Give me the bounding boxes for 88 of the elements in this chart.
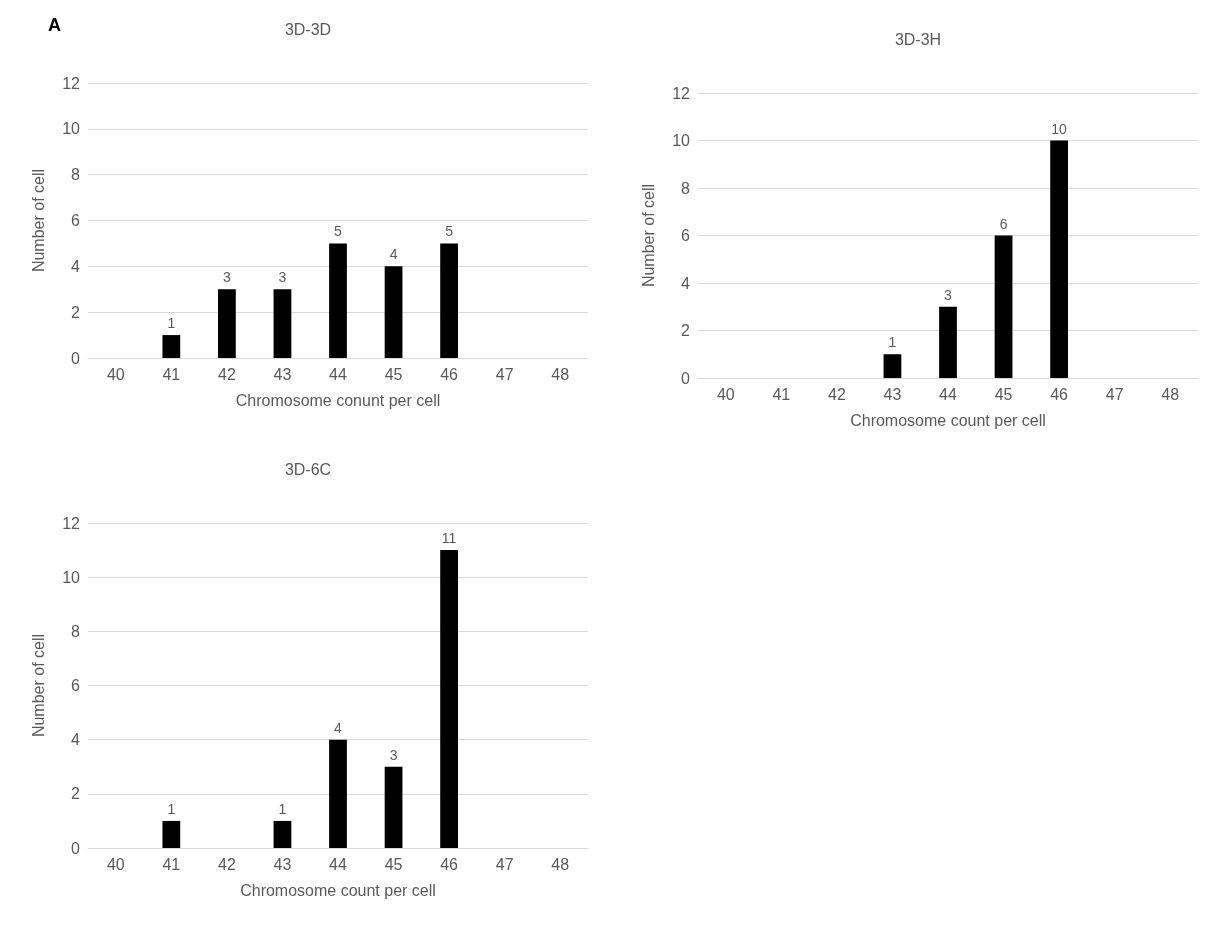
- x-tick-label: 42: [217, 855, 236, 873]
- y-tick-label: 2: [681, 322, 691, 339]
- y-tick-label: 0: [71, 839, 81, 857]
- x-tick-label: 46: [1050, 385, 1069, 403]
- x-tick-label: 42: [217, 365, 236, 383]
- data-label: 10: [1051, 120, 1068, 137]
- x-tick-label: 46: [440, 855, 459, 873]
- data-label: 5: [445, 223, 454, 240]
- bar: [329, 739, 347, 848]
- x-tick-label: 40: [106, 855, 125, 873]
- x-tick-label: 43: [273, 365, 292, 383]
- y-axis-title: Number of cell: [29, 633, 47, 738]
- data-label: 6: [999, 215, 1008, 232]
- data-label: 3: [278, 269, 287, 286]
- y-tick-label: 12: [62, 514, 81, 532]
- data-label: 1: [888, 334, 897, 351]
- chart-title: 3D-3D: [284, 20, 332, 38]
- data-label: 4: [334, 719, 343, 736]
- data-label: 5: [334, 223, 343, 240]
- x-tick-label: 45: [384, 365, 403, 383]
- y-tick-label: 10: [62, 568, 81, 586]
- x-tick-label: 43: [273, 855, 292, 873]
- data-label: 1: [167, 800, 176, 817]
- x-tick-label: 48: [551, 855, 570, 873]
- bar: [384, 766, 403, 848]
- x-axis-title: Chromosome conunt per cell: [235, 391, 441, 409]
- x-tick-label: 44: [329, 855, 347, 873]
- bar: [162, 335, 181, 358]
- x-tick-label: 45: [384, 855, 403, 873]
- y-tick-label: 8: [681, 179, 691, 197]
- y-tick-label: 6: [71, 212, 81, 229]
- bar: [440, 243, 458, 358]
- x-tick-label: 40: [716, 385, 735, 403]
- y-tick-label: 6: [71, 677, 81, 694]
- y-tick-label: 8: [71, 166, 81, 184]
- x-axis-title: Chromosome count per cell: [240, 881, 436, 899]
- x-tick-label: 45: [994, 385, 1013, 403]
- x-tick-label: 44: [329, 365, 347, 383]
- data-label: 3: [944, 286, 953, 303]
- x-tick-label: 47: [495, 855, 514, 873]
- y-tick-label: 12: [672, 84, 691, 102]
- chart-title: 3D-6C: [284, 460, 332, 478]
- y-tick-label: 0: [681, 369, 691, 387]
- x-tick-label: 48: [1161, 385, 1180, 403]
- bar: [273, 289, 292, 358]
- bar: [384, 266, 403, 358]
- y-tick-label: 4: [71, 257, 81, 275]
- bar: [440, 550, 458, 848]
- bar: [162, 820, 181, 848]
- data-label: 1: [167, 315, 176, 332]
- y-axis-title: Number of cell: [639, 183, 657, 288]
- x-tick-label: 47: [1105, 385, 1124, 403]
- x-tick-label: 41: [162, 855, 181, 873]
- y-tick-label: 12: [62, 74, 81, 92]
- x-tick-label: 48: [551, 365, 570, 383]
- data-label: 3: [389, 746, 398, 763]
- data-label: 4: [389, 246, 398, 263]
- y-tick-label: 6: [681, 227, 691, 244]
- data-label: 1: [278, 800, 287, 817]
- data-label: 3: [222, 269, 231, 286]
- y-tick-label: 8: [71, 622, 81, 640]
- x-tick-label: 41: [162, 365, 181, 383]
- y-tick-label: 10: [672, 132, 691, 149]
- x-tick-label: 46: [440, 365, 459, 383]
- y-tick-label: 4: [71, 731, 81, 749]
- bar: [1050, 140, 1068, 378]
- bar: [329, 243, 347, 358]
- y-tick-label: 10: [62, 120, 81, 138]
- x-tick-label: 44: [939, 385, 957, 403]
- bar: [273, 820, 292, 848]
- bar: [883, 354, 902, 378]
- bar: [218, 289, 236, 358]
- y-axis-title: Number of cell: [29, 168, 47, 273]
- x-axis-title: Chromosome count per cell: [850, 411, 1046, 429]
- data-label: 11: [441, 530, 457, 547]
- y-tick-label: 0: [71, 349, 81, 367]
- y-tick-label: 2: [71, 785, 81, 803]
- x-tick-label: 40: [106, 365, 125, 383]
- y-tick-label: 2: [71, 303, 81, 321]
- y-tick-label: 4: [681, 274, 691, 292]
- x-tick-label: 43: [883, 385, 902, 403]
- chart-title: 3D-3H: [894, 30, 942, 48]
- text: A: [48, 15, 61, 35]
- bar: [939, 306, 957, 378]
- x-tick-label: 41: [772, 385, 791, 403]
- x-tick-label: 47: [495, 365, 514, 383]
- x-tick-label: 42: [827, 385, 846, 403]
- bar: [994, 235, 1013, 378]
